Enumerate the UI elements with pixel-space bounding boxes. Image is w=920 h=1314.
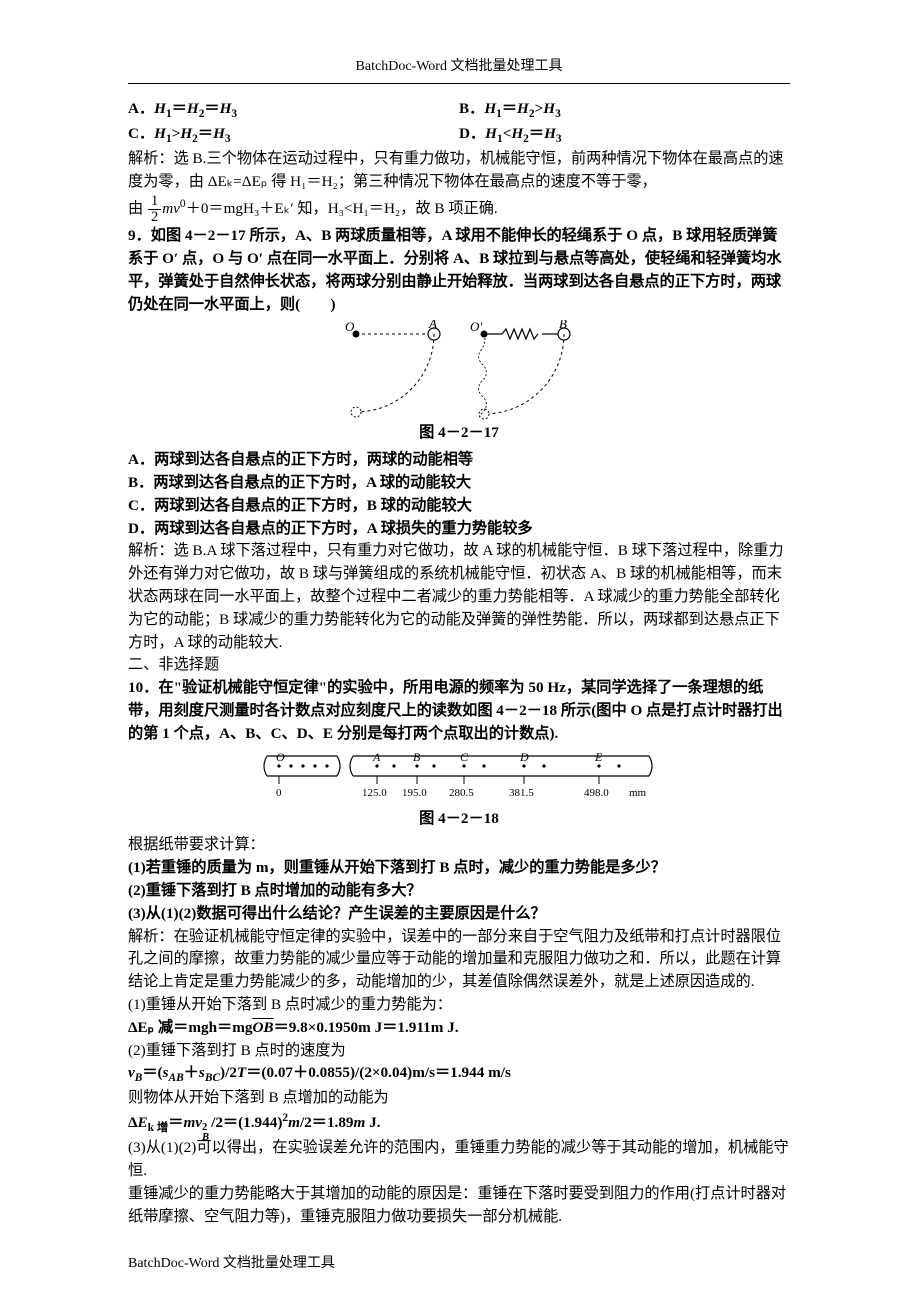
svg-text:D: D xyxy=(519,750,529,764)
svg-text:280.5: 280.5 xyxy=(449,787,474,799)
svg-text:O: O xyxy=(345,320,355,334)
q10-a2: (2)重锤下落到打 B 点时的速度为 xyxy=(128,1040,790,1063)
figure-4-2-18-caption: 图 4－2－18 xyxy=(128,808,790,831)
svg-text:O′: O′ xyxy=(470,320,482,334)
q9-option-c: C．两球到达各自悬点的正下方时，B 球的动能较大 xyxy=(128,495,790,518)
q9-option-d: D．两球到达各自悬点的正下方时，A 球损失的重力势能较多 xyxy=(128,518,790,541)
q9-stem: 9．如图 4－2－17 所示，A、B 两球质量相等，A 球用不能伸长的轻绳系于 … xyxy=(128,225,790,316)
q8-ans-line2: 由 12mv0＋0＝mgH₃＋Eₖ′ 知，H₃<H₁＝H₂，故 B 项正确. xyxy=(128,194,790,225)
svg-text:0: 0 xyxy=(276,787,282,799)
q10-a3b: 重锤减少的重力势能略大于其增加的动能的原因是：重锤在下落时要受到阻力的作用(打点… xyxy=(128,1183,790,1229)
svg-text:125.0: 125.0 xyxy=(362,787,387,799)
q10-a1eq: ΔEₚ 减＝mgh＝mgOB＝9.8×0.1950m J＝1.911m J. xyxy=(128,1017,790,1040)
figure-4-2-17-caption: 图 4－2－17 xyxy=(128,422,790,445)
svg-text:B: B xyxy=(559,320,567,331)
q10-prompt: 根据纸带要求计算： xyxy=(128,834,790,857)
svg-text:A: A xyxy=(372,750,381,764)
q10-stem: 10．在"验证机械能守恒定律"的实验中，所用电源的频率为 50 Hz，某同学选择… xyxy=(128,677,790,745)
q10-a2eq: vB＝(sAB＋sBC)/2T＝(0.07＋0.0855)/(2×0.04)m/… xyxy=(128,1062,790,1087)
q9-option-a: A．两球到达各自悬点的正下方时，两球的动能相等 xyxy=(128,449,790,472)
q9-option-b: B．两球到达各自悬点的正下方时，A 球的动能较大 xyxy=(128,472,790,495)
q8-option-a: A．H1＝H2＝H3 xyxy=(128,98,459,123)
q10-a2b: 则物体从开始下落到 B 点增加的动能为 xyxy=(128,1087,790,1110)
svg-text:mm: mm xyxy=(629,787,647,799)
q8-ans-line1: 解析：选 B.三个物体在运动过程中，只有重力做功，机械能守恒，前两种情况下物体在… xyxy=(128,148,790,194)
svg-text:A: A xyxy=(428,320,437,331)
svg-text:E: E xyxy=(594,750,603,764)
q10-a3: (3)从(1)(2)可以得出，在实验误差允许的范围内，重锤重力势能的减少等于其动… xyxy=(128,1137,790,1183)
q8-option-d: D．H1<H2＝H3 xyxy=(459,123,790,148)
q10-a1: (1)重锤从开始下落到 B 点时减少的重力势能为： xyxy=(128,994,790,1017)
svg-text:C: C xyxy=(460,750,469,764)
figure-4-2-18: O 0 A B C D E 125.0 195.0 280.5 xyxy=(128,750,790,806)
svg-text:498.0: 498.0 xyxy=(584,787,609,799)
q10-p2: (2)重锤下落到打 B 点时增加的动能有多大？ xyxy=(128,880,790,903)
q10-a2beq: ΔEk 增＝mv2B/2＝(1.944)2m/2＝1.89m J. xyxy=(128,1110,790,1137)
q10-ans1: 解析：在验证机械能守恒定律的实验中，误差中的一部分来自于空气阻力及纸带和打点计时… xyxy=(128,926,790,994)
q10-p3: (3)从(1)(2)数据可得出什么结论？产生误差的主要原因是什么？ xyxy=(128,903,790,926)
q9-ans: 解析：选 B.A 球下落过程中，只有重力对它做功，故 A 球的机械能守恒．B 球… xyxy=(128,540,790,654)
section2-title: 二、非选择题 xyxy=(128,654,790,677)
q8-option-c: C．H1>H2＝H3 xyxy=(128,123,459,148)
svg-text:B: B xyxy=(413,750,421,764)
q8-option-b: B．H1＝H2>H3 xyxy=(459,98,790,123)
svg-text:195.0: 195.0 xyxy=(402,787,427,799)
page-header: BatchDoc-Word 文档批量处理工具 xyxy=(128,56,790,77)
svg-text:381.5: 381.5 xyxy=(509,787,534,799)
q10-p1: (1)若重锤的质量为 m，则重锤从开始下落到打 B 点时，减少的重力势能是多少？ xyxy=(128,857,790,880)
figure-4-2-17: O A O′ B xyxy=(128,320,790,420)
header-rule xyxy=(128,83,790,84)
page-footer: BatchDoc-Word 文档批量处理工具 xyxy=(128,1253,790,1274)
svg-text:O: O xyxy=(276,750,285,764)
